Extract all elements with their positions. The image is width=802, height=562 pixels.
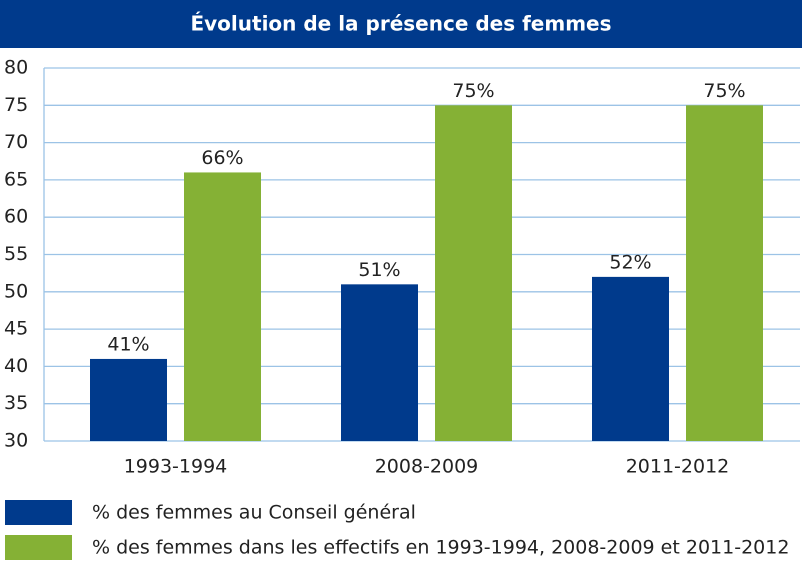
bar: [184, 172, 261, 441]
y-tick-label: 60: [4, 206, 28, 228]
bar: [90, 358, 167, 441]
data-label: 52%: [609, 251, 651, 273]
bar: [592, 276, 669, 441]
y-tick-label: 30: [4, 430, 28, 452]
data-label: 66%: [201, 147, 243, 169]
bar: [341, 284, 418, 441]
bar: [435, 105, 512, 442]
y-tick-label: 50: [4, 280, 28, 302]
bar: [686, 105, 763, 442]
legend-swatch: [5, 500, 72, 525]
x-tick-label: 2011-2012: [626, 456, 730, 478]
y-tick-label: 80: [4, 57, 28, 79]
data-label: 75%: [452, 80, 494, 102]
x-tick-label: 1993-1994: [124, 456, 228, 478]
y-tick-label: 75: [4, 94, 28, 116]
y-tick-label: 35: [4, 392, 28, 414]
data-label: 75%: [703, 80, 745, 102]
legend-label: % des femmes au Conseil général: [92, 502, 416, 524]
y-tick-label: 65: [4, 168, 28, 190]
data-label: 41%: [107, 333, 149, 355]
legend-swatch: [5, 535, 72, 560]
y-tick-label: 40: [4, 355, 28, 377]
y-tick-label: 45: [4, 318, 28, 340]
legend-label: % des femmes dans les effectifs en 1993-…: [92, 537, 789, 559]
x-tick-label: 2008-2009: [375, 456, 479, 478]
title-bar: [0, 0, 802, 48]
y-tick-label: 70: [4, 131, 28, 153]
data-label: 51%: [358, 259, 400, 281]
y-tick-label: 55: [4, 243, 28, 265]
chart-title: Évolution de la présence des femmes: [190, 12, 611, 36]
